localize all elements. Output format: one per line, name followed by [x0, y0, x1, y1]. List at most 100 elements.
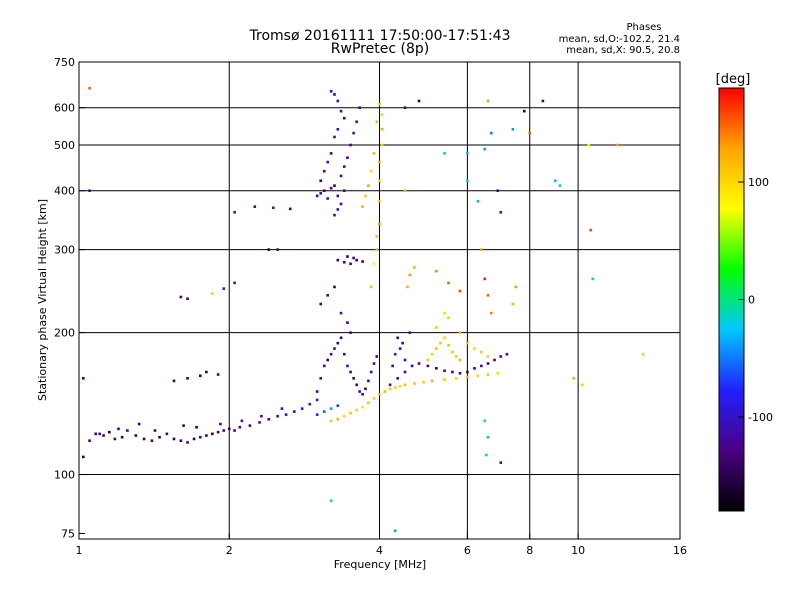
- data-point: [333, 184, 336, 187]
- data-point: [378, 179, 381, 183]
- data-point: [435, 326, 438, 329]
- y-tick-label: 300: [54, 244, 75, 257]
- data-point: [499, 210, 503, 214]
- data-point: [380, 127, 384, 131]
- data-point: [355, 120, 358, 124]
- data-point: [120, 435, 124, 439]
- data-point: [271, 206, 275, 210]
- data-point: [137, 422, 141, 426]
- data-point: [222, 429, 226, 432]
- data-point: [413, 382, 416, 385]
- data-point: [329, 419, 333, 423]
- data-point: [391, 364, 394, 368]
- data-point: [367, 184, 370, 187]
- data-point: [375, 120, 379, 124]
- data-point: [339, 202, 343, 206]
- data-point: [322, 410, 326, 413]
- data-point: [401, 341, 404, 345]
- data-point: [333, 135, 336, 139]
- data-point: [480, 364, 483, 368]
- data-point: [443, 336, 446, 340]
- data-point: [336, 194, 340, 198]
- data-point: [336, 208, 340, 211]
- data-point: [349, 143, 352, 147]
- data-point: [342, 352, 346, 356]
- data-point: [466, 152, 469, 155]
- data-point: [192, 437, 196, 441]
- data-point: [326, 358, 330, 362]
- y-tick-label: 500: [54, 139, 75, 152]
- data-point: [300, 407, 304, 410]
- data-point: [522, 109, 526, 113]
- data-point: [454, 355, 458, 358]
- data-point: [398, 347, 402, 350]
- data-point: [342, 260, 346, 264]
- y-tick-label: 75: [61, 527, 75, 540]
- data-point: [333, 213, 336, 217]
- data-point: [485, 453, 488, 457]
- y-tick-label: 600: [54, 102, 75, 115]
- data-point: [451, 370, 454, 374]
- data-point: [342, 414, 346, 418]
- data-point: [107, 430, 111, 434]
- data-point: [308, 402, 312, 406]
- chart-subtitle: RwPretec (8p): [331, 41, 429, 57]
- data-point: [199, 435, 202, 439]
- data-point: [94, 432, 97, 436]
- data-point: [505, 352, 509, 356]
- data-point: [541, 99, 545, 103]
- data-point: [511, 302, 515, 306]
- data-point: [403, 383, 407, 387]
- data-point: [378, 199, 381, 203]
- data-point: [233, 429, 236, 432]
- data-point: [142, 437, 146, 441]
- data-point: [293, 410, 296, 413]
- data-point: [372, 362, 376, 365]
- data-point: [486, 362, 490, 365]
- data-point: [352, 256, 355, 260]
- data-point: [88, 189, 91, 193]
- data-point: [349, 331, 352, 334]
- data-point: [342, 189, 346, 193]
- x-tick-label: 6: [464, 544, 471, 557]
- data-point: [98, 432, 101, 436]
- colorbar-label: [deg]: [716, 72, 751, 87]
- data-point: [326, 197, 330, 200]
- data-point: [172, 437, 176, 441]
- y-tick-label: 100: [54, 469, 75, 482]
- data-point: [451, 350, 454, 354]
- data-point: [430, 379, 434, 383]
- data-point: [205, 434, 208, 437]
- data-point: [499, 355, 503, 358]
- data-point: [403, 189, 407, 193]
- data-point: [458, 289, 462, 293]
- data-point: [458, 371, 462, 375]
- data-point: [195, 425, 198, 429]
- data-point: [388, 383, 392, 387]
- data-point: [336, 341, 340, 345]
- y-tick-label: 750: [54, 56, 75, 69]
- data-point: [329, 186, 333, 190]
- data-point: [233, 281, 236, 285]
- data-point: [276, 414, 279, 418]
- data-point: [336, 417, 340, 421]
- data-point: [408, 331, 412, 334]
- data-point: [493, 358, 496, 362]
- data-point: [380, 143, 384, 147]
- data-point: [375, 235, 379, 238]
- data-point: [496, 189, 499, 193]
- data-point: [367, 379, 370, 383]
- data-point: [417, 362, 421, 365]
- colorbar-tick-label: 100: [748, 176, 769, 189]
- data-point: [186, 297, 189, 301]
- data-point: [233, 210, 236, 214]
- data-point: [288, 207, 292, 211]
- data-point: [369, 169, 373, 173]
- colorbar-tick-label: 0: [748, 294, 755, 307]
- data-point: [398, 384, 402, 388]
- data-point: [199, 374, 202, 378]
- data-point: [319, 179, 323, 183]
- data-point: [315, 398, 319, 402]
- data-point: [352, 377, 355, 380]
